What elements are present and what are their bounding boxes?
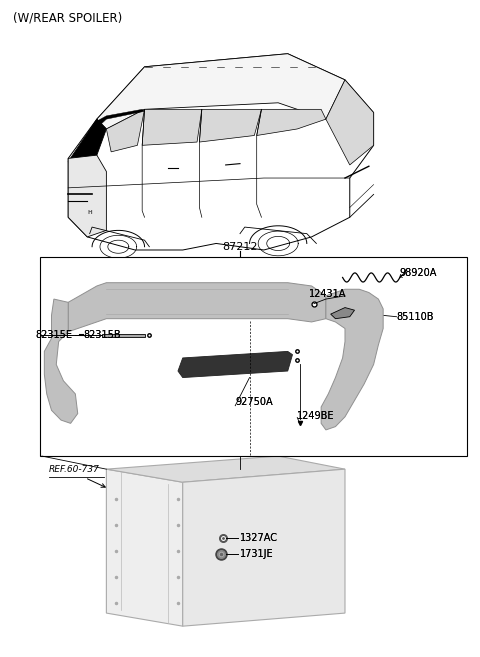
Text: 82315B: 82315B <box>84 330 121 340</box>
Polygon shape <box>178 351 292 378</box>
Text: H: H <box>87 210 92 215</box>
Text: 98920A: 98920A <box>400 268 437 278</box>
Polygon shape <box>102 334 144 337</box>
Text: 82315B: 82315B <box>84 330 121 340</box>
Text: 12431A: 12431A <box>309 289 347 299</box>
Polygon shape <box>107 456 345 482</box>
Polygon shape <box>95 109 144 129</box>
Text: 87212: 87212 <box>222 242 258 252</box>
Text: REF.60-737: REF.60-737 <box>49 464 100 474</box>
Text: 1327AC: 1327AC <box>240 533 278 543</box>
Polygon shape <box>68 54 373 250</box>
Text: (W/REAR SPOILER): (W/REAR SPOILER) <box>13 11 122 24</box>
Polygon shape <box>44 299 78 423</box>
Polygon shape <box>68 155 107 237</box>
Polygon shape <box>68 119 107 185</box>
Text: 1327AC: 1327AC <box>240 533 278 543</box>
Polygon shape <box>321 289 383 430</box>
Polygon shape <box>97 54 345 129</box>
Bar <box>39 256 467 456</box>
Text: 82315E: 82315E <box>36 330 73 340</box>
Polygon shape <box>107 109 144 152</box>
Text: 98920A: 98920A <box>400 268 437 278</box>
Text: 82315E: 82315E <box>36 330 73 340</box>
Text: 1731JE: 1731JE <box>240 549 274 559</box>
Polygon shape <box>199 109 262 142</box>
Polygon shape <box>257 109 326 135</box>
Text: 85110B: 85110B <box>396 311 434 322</box>
Polygon shape <box>331 307 355 319</box>
Text: 85110B: 85110B <box>396 311 434 322</box>
Polygon shape <box>183 469 345 626</box>
Text: 12431A: 12431A <box>309 289 347 299</box>
Polygon shape <box>142 109 202 145</box>
Text: 1249BE: 1249BE <box>297 411 335 420</box>
Polygon shape <box>68 283 326 332</box>
Text: 92750A: 92750A <box>235 397 273 407</box>
Polygon shape <box>107 469 183 626</box>
Text: 1731JE: 1731JE <box>240 549 274 559</box>
Polygon shape <box>326 80 373 165</box>
Text: 1249BE: 1249BE <box>297 411 335 420</box>
Text: 92750A: 92750A <box>235 397 273 407</box>
